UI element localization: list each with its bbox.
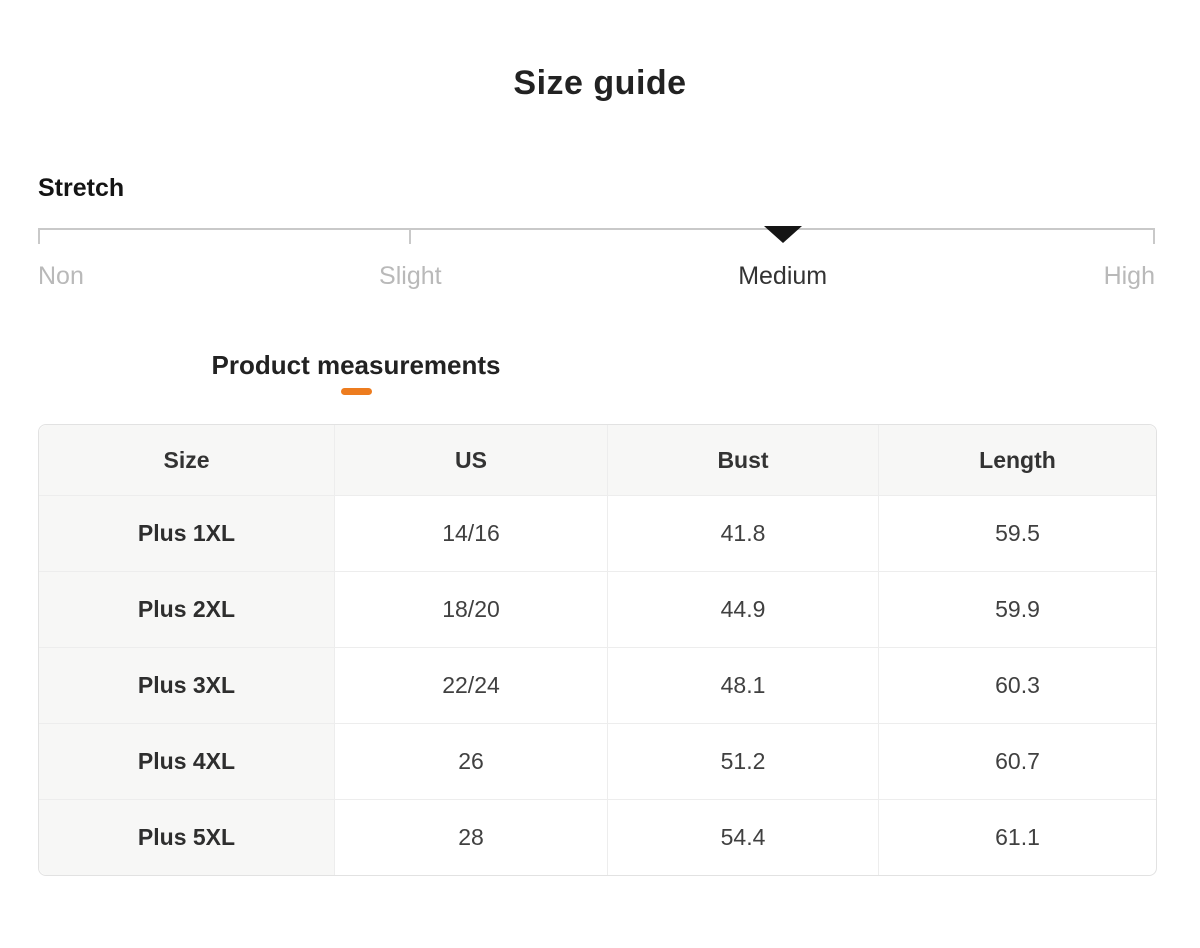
cell-size: Plus 3XL	[39, 647, 334, 723]
stretch-options: Non Slight Medium High	[38, 262, 1155, 294]
stretch-option-high: High	[1103, 262, 1155, 290]
table-row: Plus 2XL 18/20 44.9 59.9	[39, 571, 1156, 647]
cell-us: 22/24	[334, 647, 607, 723]
cell-bust: 51.2	[607, 723, 878, 799]
stretch-slider-track	[38, 228, 1155, 230]
column-header-bust: Bust	[607, 425, 878, 495]
stretch-indicator-triangle-icon	[763, 226, 802, 243]
stretch-slider	[38, 226, 1155, 248]
cell-size: Plus 1XL	[39, 495, 334, 571]
cell-bust: 44.9	[607, 571, 878, 647]
table-row: Plus 4XL 26 51.2 60.7	[39, 723, 1156, 799]
cell-us: 14/16	[334, 495, 607, 571]
cell-us: 28	[334, 799, 607, 875]
size-measurements-table: Size US Bust Length Plus 1XL 14/16 41.8 …	[38, 424, 1157, 876]
cell-length: 61.1	[878, 799, 1156, 875]
stretch-option-non: Non	[38, 262, 84, 290]
cell-length: 59.9	[878, 571, 1156, 647]
cell-size: Plus 4XL	[39, 723, 334, 799]
cell-bust: 48.1	[607, 647, 878, 723]
table-header-row: Size US Bust Length	[39, 425, 1156, 495]
cell-bust: 41.8	[607, 495, 878, 571]
column-header-length: Length	[878, 425, 1156, 495]
stretch-option-medium: Medium	[738, 262, 828, 290]
cell-length: 60.7	[878, 723, 1156, 799]
table-row: Plus 5XL 28 54.4 61.1	[39, 799, 1156, 875]
column-header-us: US	[334, 425, 607, 495]
cell-length: 60.3	[878, 647, 1156, 723]
cell-us: 26	[334, 723, 607, 799]
table-row: Plus 3XL 22/24 48.1 60.3	[39, 647, 1156, 723]
page-title: Size guide	[513, 64, 687, 102]
column-header-size: Size	[39, 425, 334, 495]
stretch-option-slight: Slight	[379, 262, 442, 290]
tab-active-underline	[340, 388, 372, 395]
cell-us: 18/20	[334, 571, 607, 647]
stretch-section-label: Stretch	[38, 174, 125, 202]
cell-length: 59.5	[878, 495, 1156, 571]
table-row: Plus 1XL 14/16 41.8 59.5	[39, 495, 1156, 571]
tab-product-measurements[interactable]: Product measurements	[156, 350, 556, 395]
cell-size: Plus 2XL	[39, 571, 334, 647]
stretch-tick-non	[38, 229, 40, 244]
stretch-tick-slight	[409, 229, 412, 244]
tab-product-measurements-label: Product measurements	[211, 350, 501, 380]
cell-size: Plus 5XL	[39, 799, 334, 875]
cell-bust: 54.4	[607, 799, 878, 875]
stretch-tick-high	[1153, 229, 1155, 244]
